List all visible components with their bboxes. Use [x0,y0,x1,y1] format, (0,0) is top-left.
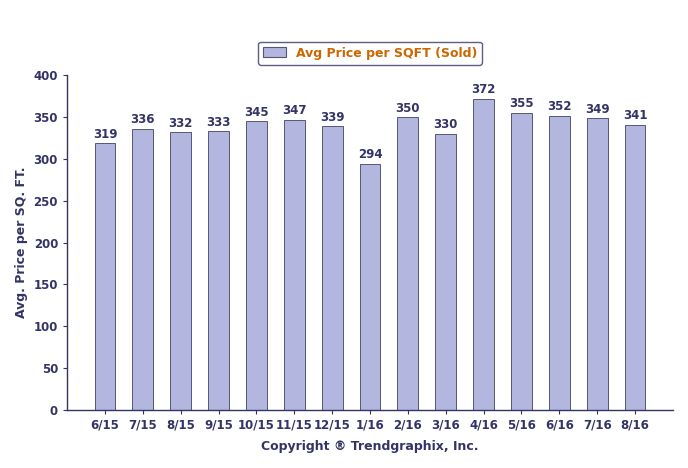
Text: 294: 294 [358,148,383,161]
Bar [398,117,418,410]
Text: 332: 332 [169,117,193,130]
Text: 345: 345 [244,106,269,119]
Text: 319: 319 [93,128,117,140]
Bar [625,124,645,410]
Bar [284,120,305,410]
Bar [95,143,116,410]
Y-axis label: Avg. Price per SQ. FT.: Avg. Price per SQ. FT. [15,167,28,318]
Bar [246,121,267,410]
Bar [133,129,153,410]
Text: 339: 339 [320,111,345,124]
Text: 330: 330 [433,118,458,132]
Bar [587,118,608,410]
Text: 355: 355 [509,97,534,110]
Text: 336: 336 [131,113,155,126]
Text: 349: 349 [585,102,610,116]
Text: 347: 347 [282,104,307,117]
Bar [208,132,229,410]
Bar [511,113,532,410]
Bar [171,132,191,410]
Text: 352: 352 [547,100,572,113]
Bar [549,116,570,410]
X-axis label: Copyright ® Trendgraphix, Inc.: Copyright ® Trendgraphix, Inc. [261,440,479,453]
Bar [322,126,343,410]
Bar [436,134,456,410]
Bar [360,164,380,410]
Text: 350: 350 [396,102,420,115]
Legend: Avg Price per SQFT (Sold): Avg Price per SQFT (Sold) [258,42,482,65]
Bar [473,99,494,410]
Text: 341: 341 [623,109,647,122]
Text: 372: 372 [471,83,496,96]
Text: 333: 333 [206,116,230,129]
